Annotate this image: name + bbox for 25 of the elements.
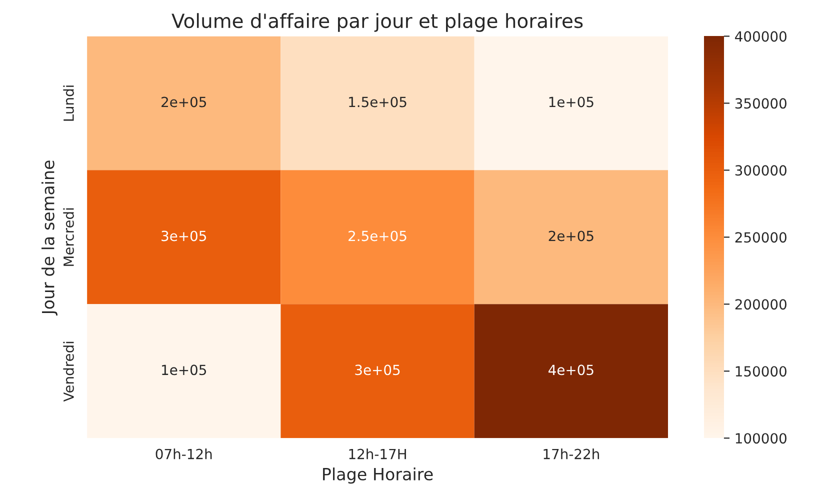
data-label: 1e+05 [549, 96, 594, 108]
y-tick-label: Mercredi [63, 208, 74, 266]
data-label: 2e+05 [162, 96, 206, 108]
chart-title: Volume d'affaire par jour et plage horaires [172, 13, 583, 32]
x-axis-title: Plage Horaire [323, 468, 433, 484]
color-bar-label: 250000 [735, 232, 786, 243]
data-label: 3e+05 [162, 230, 206, 242]
color-bar-label: 350000 [735, 98, 786, 109]
data-label: 3e+05 [355, 364, 400, 376]
y-tick-label: Vendredi [63, 342, 74, 402]
y-tick-label: Lundi [63, 86, 74, 121]
data-label: 2e+05 [548, 230, 594, 242]
color-bar-label: 200000 [735, 299, 786, 310]
data-label: 2.5e+05 [348, 230, 406, 242]
data-label: 1.5e+05 [349, 96, 406, 108]
x-tick-label: 17h-22h [544, 448, 599, 460]
data-label: 4e+05 [548, 364, 594, 376]
y-axis-title: Jour de la semaine [41, 160, 58, 316]
x-tick-label: 12h-17H [349, 448, 406, 460]
color-bar-label: 150000 [736, 366, 786, 377]
x-tick-label: 07h-12h [156, 448, 212, 460]
color-bar-label: 400000 [735, 31, 786, 42]
color-bar-label: 300000 [735, 165, 786, 176]
color-bar-label: 100000 [736, 433, 786, 444]
data-label: 1e+05 [162, 364, 206, 376]
